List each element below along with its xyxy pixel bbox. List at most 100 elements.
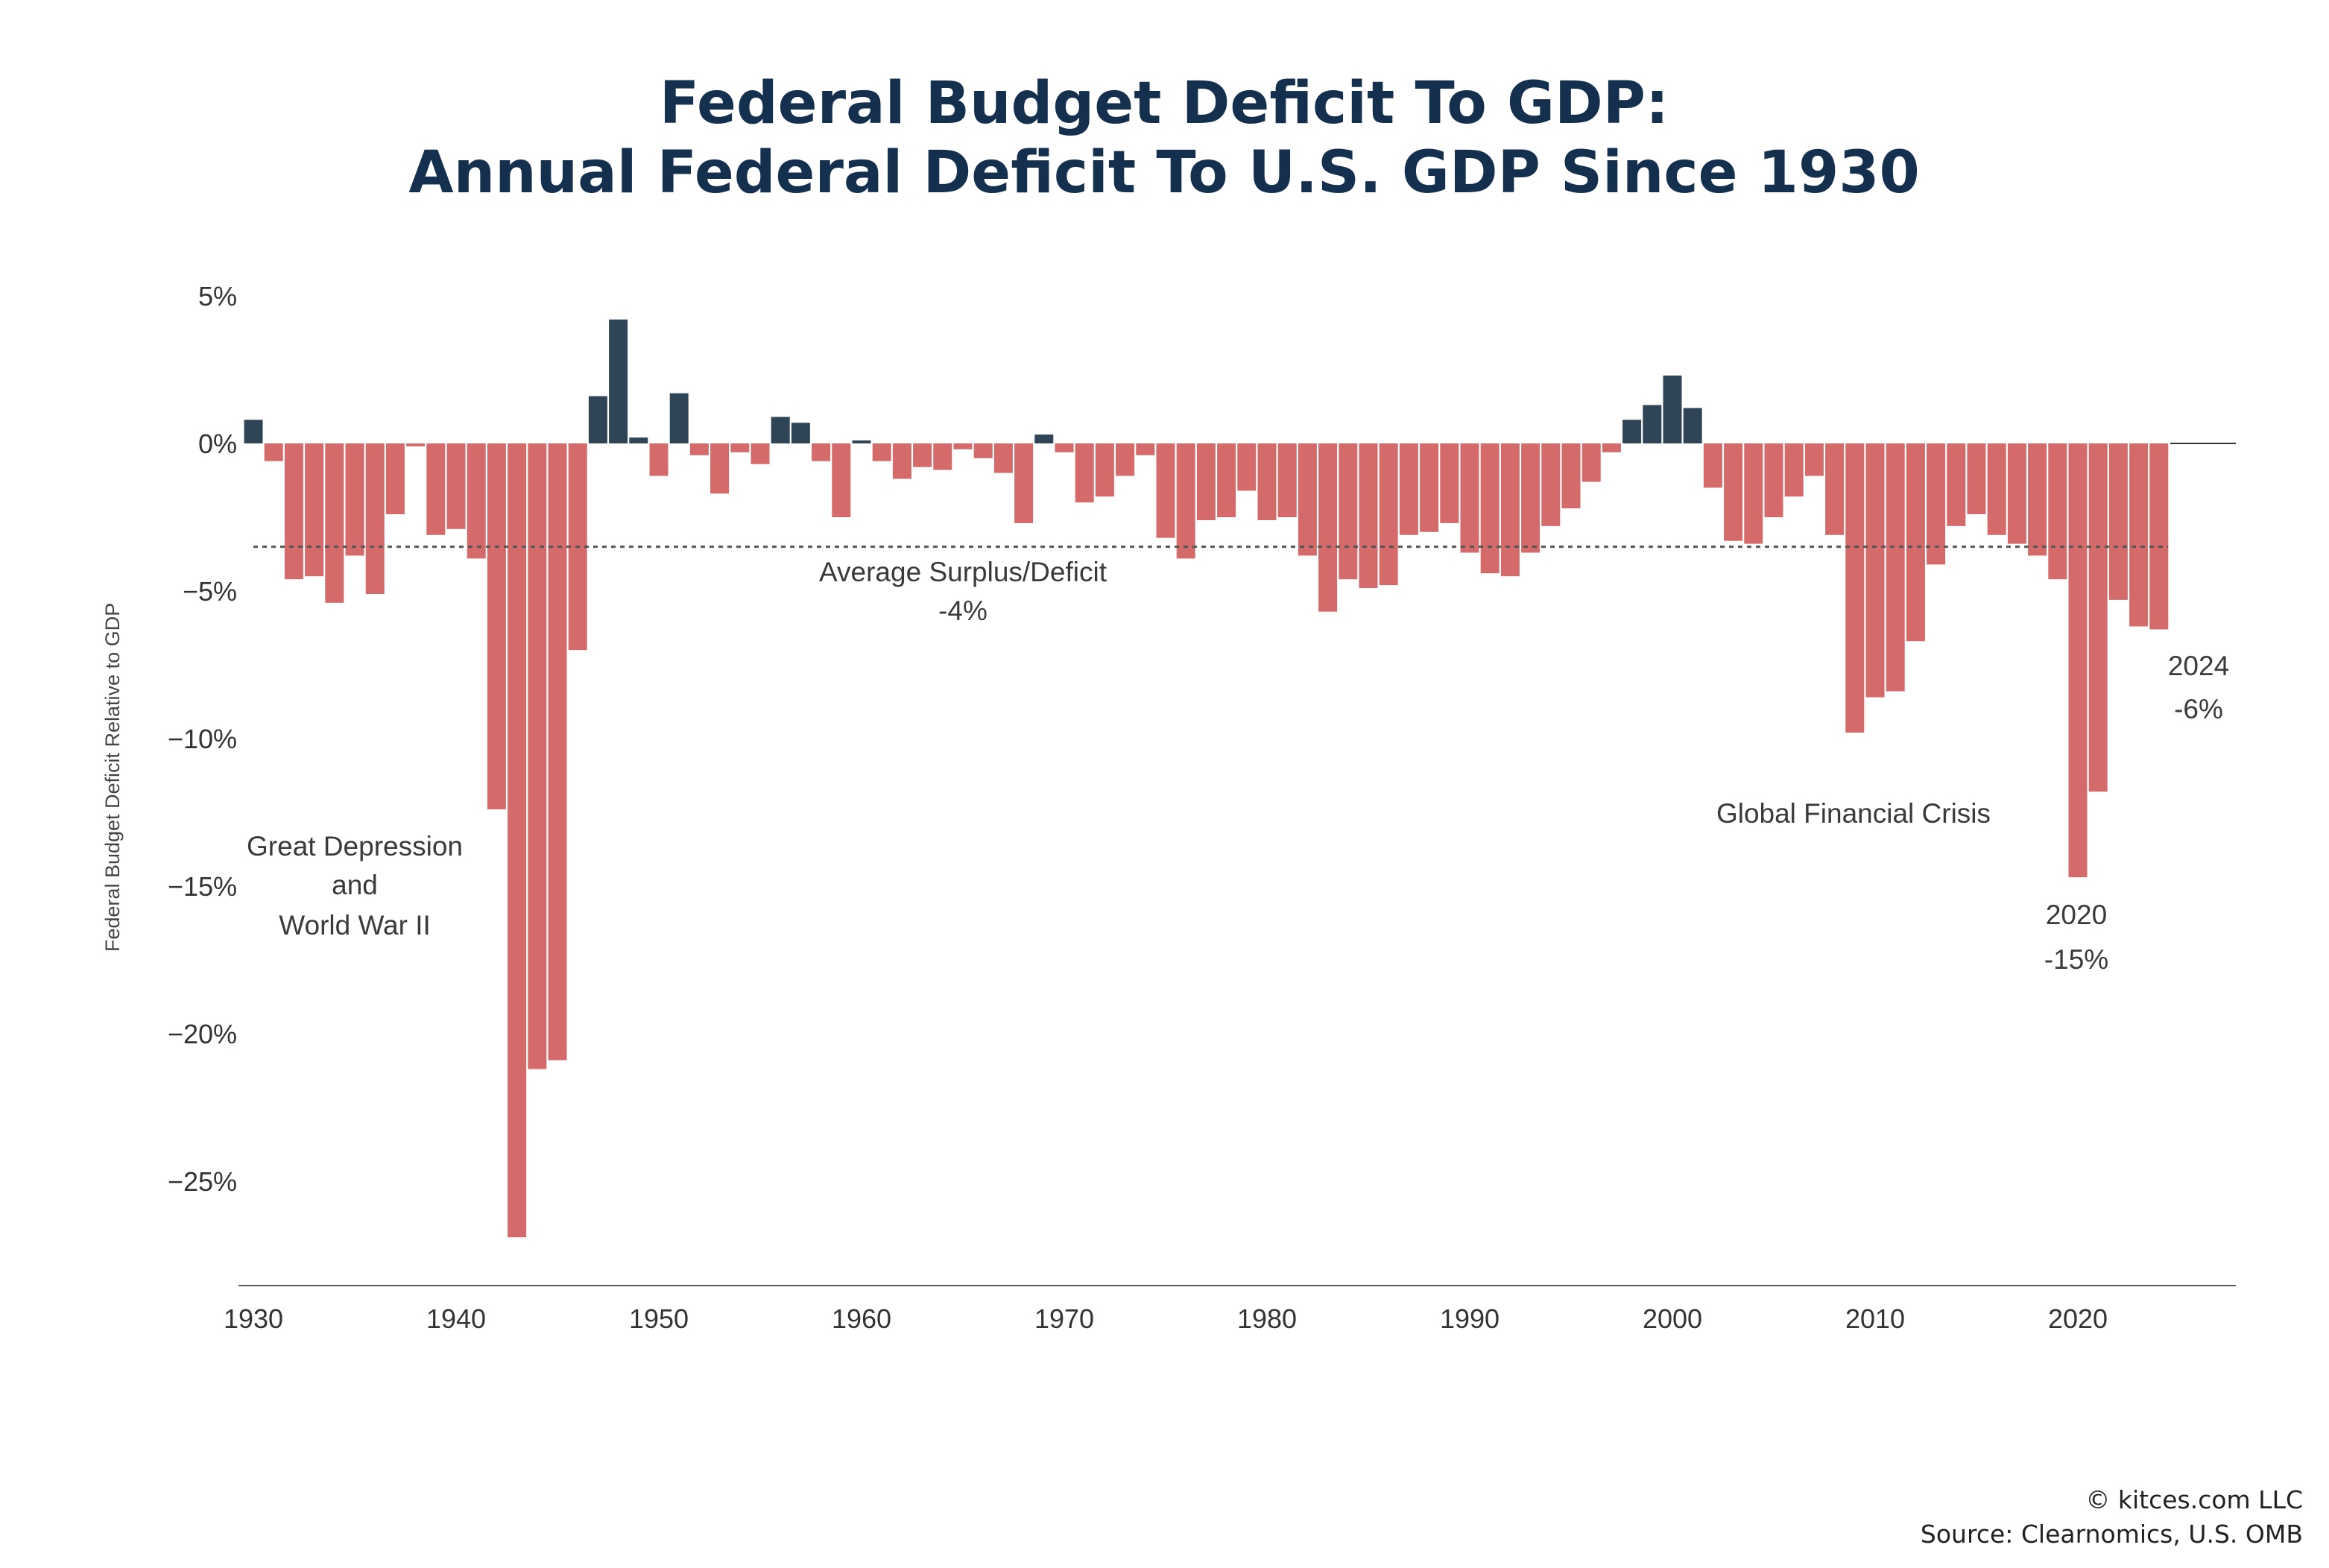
annotation-2024-value: -6% xyxy=(2174,694,2223,724)
bar-1950 xyxy=(649,443,669,476)
y-tick-label: −20% xyxy=(168,1019,237,1049)
x-tick-label: 1970 xyxy=(1034,1303,1094,1334)
bar-1974 xyxy=(1136,443,1155,455)
bar-2000 xyxy=(1663,375,1682,443)
y-tick-label: −15% xyxy=(168,871,237,902)
bar-2001 xyxy=(1683,408,1702,443)
x-tick-label: 1960 xyxy=(832,1303,891,1334)
y-axis-ticks: 5% 0% −5% −10% −15% −20% −25% xyxy=(168,281,237,1197)
bar-1962 xyxy=(892,443,911,479)
bar-2008 xyxy=(1825,443,1845,535)
bar-2024 xyxy=(2149,443,2169,630)
bar-1988 xyxy=(1420,443,1439,532)
bar-1976 xyxy=(1176,443,1195,559)
bar-2011 xyxy=(1886,443,1905,692)
bar-2017 xyxy=(2007,443,2026,544)
bar-1968 xyxy=(1014,443,1034,523)
x-tick-label: 2000 xyxy=(1643,1303,1702,1334)
footer-source: Source: Clearnomics, U.S. OMB xyxy=(1921,1520,2303,1549)
bar-1954 xyxy=(730,443,750,452)
bar-1975 xyxy=(1156,443,1175,538)
y-tick-label: −10% xyxy=(168,724,237,754)
bar-1939 xyxy=(426,443,446,535)
bar-1961 xyxy=(872,443,891,461)
bar-1932 xyxy=(284,443,303,580)
bar-series xyxy=(244,319,2169,1238)
x-axis-ticks: 1930 1940 1950 1960 1970 1980 1990 2000 2010 2020 xyxy=(224,1303,2108,1334)
bar-2015 xyxy=(1967,443,1986,514)
chart-title-line1: Federal Budget Deficit To GDP: xyxy=(660,70,1669,137)
bar-1953 xyxy=(710,443,730,494)
bar-1943 xyxy=(508,443,527,1238)
bar-2016 xyxy=(1987,443,2006,535)
average-annotation-line1: Average Surplus/Deficit xyxy=(819,557,1107,587)
bar-2010 xyxy=(1865,443,1885,698)
bar-2021 xyxy=(2088,443,2108,792)
bar-1963 xyxy=(913,443,932,467)
footer-copyright: © kitces.com LLC xyxy=(2085,1485,2303,1514)
x-tick-label: 1950 xyxy=(629,1303,689,1334)
bar-2004 xyxy=(1744,443,1763,544)
bar-1973 xyxy=(1116,443,1135,476)
bar-2013 xyxy=(1927,443,1946,565)
x-tick-label: 1930 xyxy=(224,1303,283,1334)
bar-2005 xyxy=(1764,443,1783,517)
average-annotation-line2: -4% xyxy=(938,595,987,626)
bar-1935 xyxy=(345,443,364,556)
x-tick-label: 1980 xyxy=(1237,1303,1297,1334)
bar-1996 xyxy=(1581,443,1601,482)
y-tick-label: 0% xyxy=(198,429,237,459)
bar-2020 xyxy=(2068,443,2088,878)
bar-1991 xyxy=(1480,443,1500,574)
bar-2003 xyxy=(1724,443,1743,541)
bar-1944 xyxy=(528,443,547,1069)
bar-2014 xyxy=(1947,443,1966,526)
bar-1948 xyxy=(609,319,628,443)
bar-1980 xyxy=(1257,443,1277,520)
y-tick-label: −25% xyxy=(168,1166,237,1197)
bar-1959 xyxy=(832,443,851,517)
bar-1982 xyxy=(1298,443,1317,556)
bar-1945 xyxy=(548,443,567,1060)
bar-2012 xyxy=(1906,443,1925,642)
gfc-annotation: Global Financial Crisis xyxy=(1716,798,1991,829)
y-axis-label: Federal Budget Deficit Relative to GDP xyxy=(101,603,124,952)
annotation-2024-year: 2024 xyxy=(2168,651,2229,681)
bar-1951 xyxy=(669,393,689,443)
bar-1972 xyxy=(1095,443,1114,497)
bar-1998 xyxy=(1622,420,1642,443)
bar-1990 xyxy=(1460,443,1479,553)
bar-1970 xyxy=(1055,443,1074,452)
bar-2023 xyxy=(2129,443,2149,627)
bar-1992 xyxy=(1500,443,1520,577)
bar-1934 xyxy=(325,443,344,603)
bar-1941 xyxy=(467,443,486,559)
bar-1947 xyxy=(588,396,607,443)
bar-1977 xyxy=(1196,443,1216,520)
bar-1965 xyxy=(953,443,973,449)
chart-title-line2: Annual Federal Deficit To U.S. GDP Since… xyxy=(408,139,1920,206)
bar-1967 xyxy=(993,443,1013,473)
bar-1949 xyxy=(629,437,648,443)
bar-1989 xyxy=(1440,443,1459,523)
bar-2018 xyxy=(2028,443,2047,556)
bar-1993 xyxy=(1521,443,1540,553)
bar-1964 xyxy=(933,443,952,470)
bar-2007 xyxy=(1804,443,1824,476)
bar-1997 xyxy=(1602,443,1621,452)
bar-1971 xyxy=(1075,443,1094,503)
bar-1983 xyxy=(1318,443,1338,612)
bar-1958 xyxy=(812,443,831,461)
bar-1985 xyxy=(1359,443,1378,588)
bar-1933 xyxy=(305,443,324,577)
bar-1995 xyxy=(1561,443,1581,509)
bar-1999 xyxy=(1643,405,1662,443)
bar-2022 xyxy=(2108,443,2128,600)
bar-1942 xyxy=(487,443,506,809)
bar-1940 xyxy=(446,443,466,529)
bar-1987 xyxy=(1399,443,1418,535)
bar-1960 xyxy=(852,440,871,443)
bar-1955 xyxy=(750,443,770,464)
depression-annotation-line2: and xyxy=(332,870,378,900)
bar-1986 xyxy=(1379,443,1398,586)
